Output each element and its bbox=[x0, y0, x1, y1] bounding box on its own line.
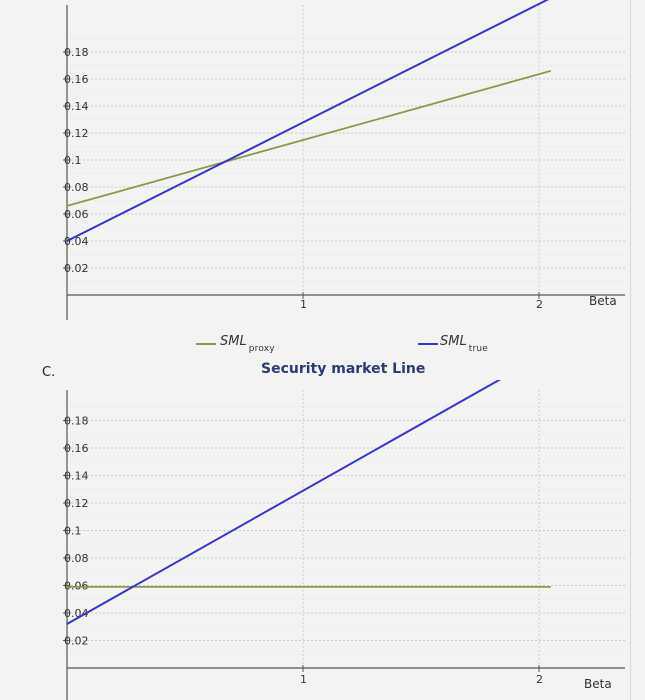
legend-proxy-name: SML bbox=[220, 334, 247, 349]
chart-bottom: 0.020.040.060.080.10.120.140.160.181 2 Bet… bbox=[63, 380, 625, 700]
y-tick-label: 0.04 bbox=[64, 607, 89, 620]
y-tick-label: 0.08 bbox=[64, 552, 89, 565]
y-tick-label: 0.18 bbox=[64, 415, 89, 428]
legend-true-label: SML true bbox=[440, 334, 488, 354]
y-tick-label: 0.04 bbox=[64, 235, 89, 248]
legend-proxy-sub: proxy bbox=[248, 344, 275, 354]
y-tick-label: 0.14 bbox=[64, 100, 89, 113]
y-tick-label: 0.16 bbox=[64, 73, 89, 86]
series-line-sml-true bbox=[66, 0, 550, 242]
x-tick-label: 2 bbox=[536, 673, 543, 686]
legend-true-swatch bbox=[418, 343, 438, 345]
y-tick-label: 0.14 bbox=[64, 470, 89, 483]
y-tick-label: 0.1 bbox=[64, 525, 82, 538]
x-axis-label: Beta bbox=[584, 677, 612, 691]
y-tick-label: 0.18 bbox=[64, 46, 89, 59]
series-line-sml-proxy bbox=[66, 70, 552, 207]
y-tick-label: 0.12 bbox=[64, 497, 89, 510]
legend-true-sub: true bbox=[468, 344, 488, 354]
x-tick-label: 2 bbox=[536, 298, 543, 311]
series-line-sml-true bbox=[66, 380, 502, 625]
problem-label: C. bbox=[42, 365, 56, 380]
x-tick-label: 1 bbox=[300, 298, 307, 311]
legend-true-name: SML bbox=[440, 334, 467, 349]
y-tick-label: 0.02 bbox=[64, 262, 89, 275]
legend-proxy-swatch bbox=[196, 343, 216, 345]
y-tick-label: 0.12 bbox=[64, 127, 89, 140]
x-axis-label: Beta bbox=[589, 294, 617, 308]
frame-right-edge bbox=[630, 0, 631, 700]
legend-proxy-label: SML proxy bbox=[220, 334, 275, 354]
y-tick-label: 0.16 bbox=[64, 442, 89, 455]
chart-top: 0.02 0.04 0.06 0.08 0.1 0.12 0.14 0.16 0.18 1 2 Bet… bbox=[63, 0, 625, 320]
y-tick-label: 0.02 bbox=[64, 635, 89, 648]
y-tick-label: 0.06 bbox=[64, 208, 89, 221]
x-tick-label: 1 bbox=[300, 673, 307, 686]
y-tick-label: 0.1 bbox=[64, 154, 82, 167]
section-title: Security market Line bbox=[261, 361, 426, 377]
y-tick-label: 0.08 bbox=[64, 181, 89, 194]
